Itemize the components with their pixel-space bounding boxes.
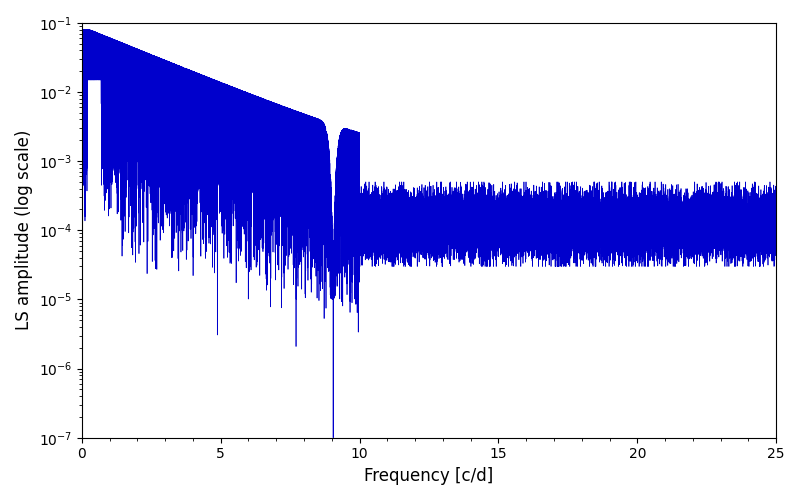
X-axis label: Frequency [c/d]: Frequency [c/d] (364, 467, 494, 485)
Y-axis label: LS amplitude (log scale): LS amplitude (log scale) (15, 130, 33, 330)
